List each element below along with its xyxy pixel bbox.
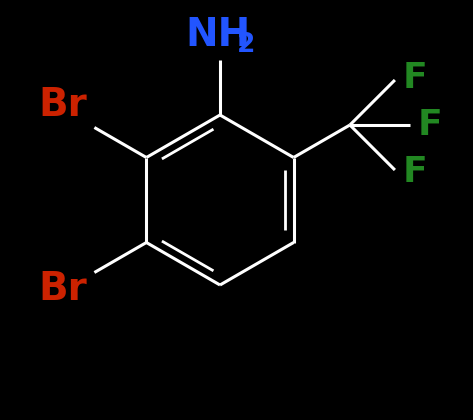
Text: Br: Br — [38, 86, 87, 123]
Text: NH: NH — [185, 16, 251, 54]
Text: 2: 2 — [237, 32, 255, 58]
Text: F: F — [418, 108, 443, 142]
Text: F: F — [403, 61, 428, 95]
Text: Br: Br — [38, 270, 87, 309]
Text: F: F — [403, 155, 428, 189]
